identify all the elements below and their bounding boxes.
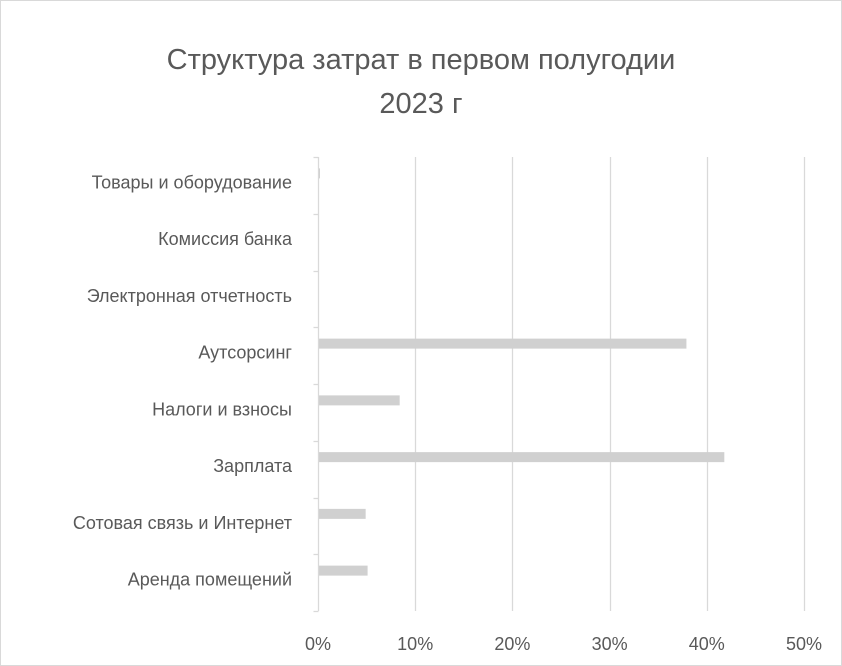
category-axis <box>313 156 320 613</box>
x-tick-label: 20% <box>494 634 530 654</box>
category-label: Электронная отчетность <box>87 286 292 306</box>
category-label: Комиссия банка <box>158 229 293 249</box>
bar-0 <box>319 168 320 179</box>
x-tick-label: 50% <box>786 634 822 654</box>
category-labels: Товары и оборудование Комиссия банка Элект… <box>73 172 293 589</box>
chart-title-line-1: Структура затрат в первом полугодии <box>166 44 676 76</box>
category-label: Аренда помещений <box>128 570 292 590</box>
bar-5 <box>319 452 725 463</box>
gridlines <box>414 157 806 611</box>
bar-3 <box>319 338 687 349</box>
x-tick-labels: 0% 10% 20% 30% 40% 50% <box>305 634 822 654</box>
category-label: Зарплата <box>213 456 293 476</box>
bar-4 <box>319 395 400 406</box>
category-label: Товары и оборудование <box>92 172 292 192</box>
x-tick-label: 30% <box>592 634 628 654</box>
x-tick-label: 40% <box>689 634 725 654</box>
chart-title-line-2: 2023 г <box>379 88 463 120</box>
x-tick-label: 10% <box>397 634 433 654</box>
category-label: Сотовая связь и Интернет <box>73 513 292 533</box>
chart-title: Структура затрат в первом полугодии 2023… <box>0 38 842 126</box>
category-label: Аутсорсинг <box>198 343 292 363</box>
bar-7 <box>319 565 368 576</box>
x-tick-label: 0% <box>305 634 331 654</box>
bar-6 <box>319 508 366 519</box>
bars <box>319 168 725 576</box>
category-label: Налоги и взносы <box>152 399 292 419</box>
